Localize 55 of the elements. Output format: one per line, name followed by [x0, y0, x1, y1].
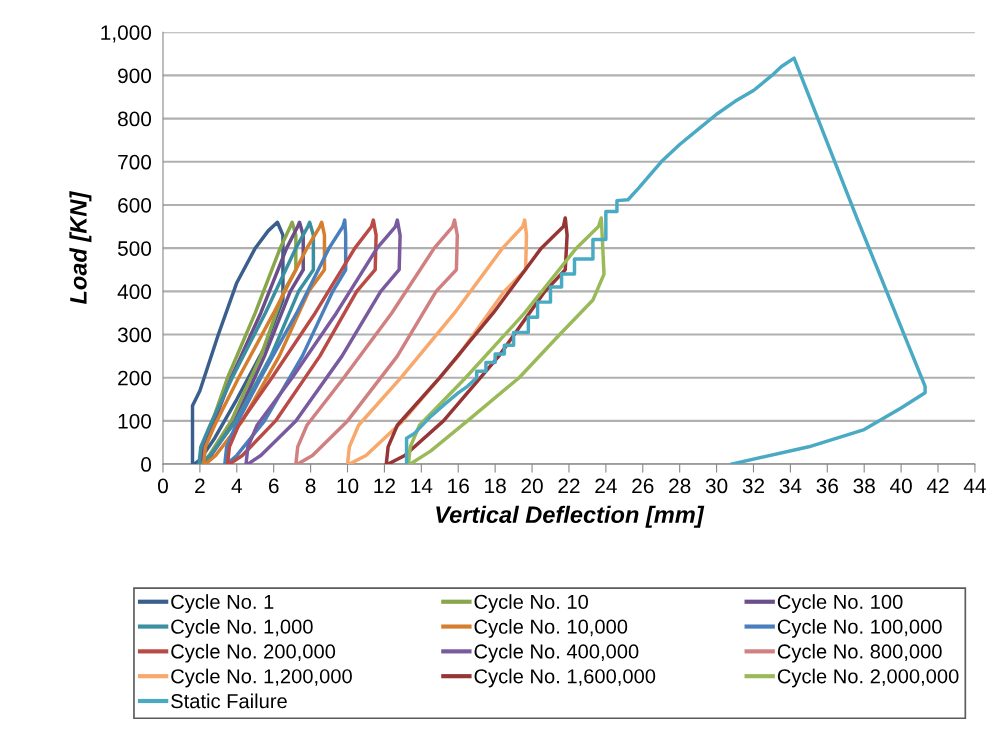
- line-series: [384, 216, 569, 465]
- legend-label: Cycle No. 400,000: [474, 643, 639, 663]
- legend-label: Cycle No. 100,000: [777, 619, 942, 638]
- line-series: [404, 56, 927, 465]
- line-series: [406, 216, 606, 465]
- x-tick-label: 2: [195, 478, 205, 494]
- legend-label: Cycle No. 200,000: [171, 643, 336, 663]
- x-tick-label: 16: [448, 478, 469, 494]
- legend-label: Cycle No. 1,000: [171, 619, 313, 638]
- x-tick-label: 36: [816, 478, 838, 494]
- legend-label: Cycle No. 1,200,000: [171, 668, 352, 688]
- line-series: [294, 218, 460, 465]
- x-tick-label: 0: [158, 478, 168, 494]
- x-tick-label: 4: [231, 478, 242, 494]
- legend-label: Cycle No. 10,000: [474, 619, 628, 638]
- legend-label: Cycle No. 10: [474, 594, 589, 613]
- legend-label: Cycle No. 1,600,000: [474, 668, 656, 688]
- x-tick-label: 20: [521, 478, 543, 494]
- line-series: [244, 218, 402, 465]
- x-tick-label: 30: [705, 478, 728, 494]
- legend-label: Cycle No. 100: [777, 594, 903, 613]
- x-axis-title: Vertical Deflection [mm]: [436, 505, 705, 528]
- x-tick-label: 38: [853, 478, 875, 494]
- x-tick-label: 12: [374, 478, 395, 494]
- x-tick-label: 14: [411, 478, 433, 494]
- x-tick-label: 22: [558, 478, 580, 494]
- y-tick-label: 0: [141, 457, 152, 472]
- x-tick-label: 6: [268, 478, 279, 494]
- x-tick-label: 26: [632, 478, 654, 494]
- y-tick-label: 400: [117, 284, 152, 300]
- x-tick-label: 24: [595, 478, 617, 494]
- y-tick-label: 700: [118, 154, 152, 170]
- y-axis-title: Load [KN]: [69, 191, 92, 305]
- y-tick-label: 100: [118, 413, 152, 429]
- y-tick-label: 300: [117, 327, 152, 343]
- legend-label: Cycle No. 1: [171, 594, 274, 613]
- x-tick-label: 18: [485, 478, 506, 494]
- x-tick-label: 32: [742, 478, 765, 494]
- line-series: [225, 218, 378, 465]
- y-tick-label: 1,000: [101, 25, 152, 43]
- x-tick-label: 44: [963, 478, 986, 494]
- legend-label: Static Failure: [171, 693, 287, 709]
- x-tick-label: 8: [305, 478, 316, 494]
- x-tick-label: 10: [337, 478, 359, 494]
- x-tick-label: 40: [890, 478, 912, 494]
- x-tick-label: 34: [779, 478, 802, 494]
- y-tick-label: 200: [118, 370, 152, 386]
- legend-label: Cycle No. 2,000,000: [777, 668, 959, 688]
- y-tick-label: 800: [118, 111, 152, 127]
- legend-label: Cycle No. 800,000: [777, 643, 942, 663]
- y-tick-label: 500: [117, 241, 152, 256]
- y-tick-label: 600: [118, 197, 152, 213]
- x-tick-label: 28: [669, 478, 691, 494]
- y-tick-label: 900: [118, 68, 152, 84]
- x-tick-label: 42: [926, 478, 949, 494]
